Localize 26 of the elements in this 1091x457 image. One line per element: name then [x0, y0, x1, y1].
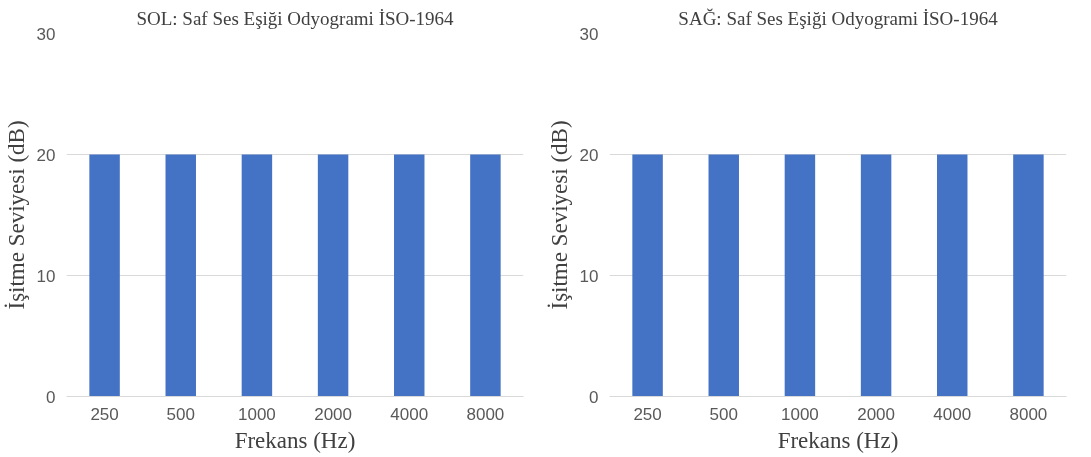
- y-tick-label: 30: [36, 24, 56, 44]
- x-tick-label: 8000: [466, 404, 505, 424]
- chart-title: SAĞ: Saf Ses Eşiği Odyogrami İSO-1964: [678, 7, 999, 29]
- y-tick-label: 0: [46, 387, 56, 407]
- y-tick-label: 0: [589, 387, 599, 407]
- y-tick-label: 10: [36, 266, 56, 286]
- x-tick-label: 4000: [390, 404, 429, 424]
- x-tick-label: 1000: [781, 404, 819, 424]
- x-tick-label: 500: [166, 404, 195, 424]
- x-axis-title: Frekans (Hz): [234, 427, 356, 453]
- x-tick-label: 4000: [933, 404, 972, 424]
- x-tick-label: 8000: [1009, 404, 1048, 424]
- x-tick-label: 500: [709, 404, 738, 424]
- x-axis-title: Frekans (Hz): [777, 427, 899, 453]
- y-tick-label: 10: [579, 266, 599, 286]
- y-axis-title: İşitme Seviyesi (dB): [546, 120, 572, 310]
- x-tick-label: 250: [90, 404, 119, 424]
- x-tick-label: 1000: [238, 404, 276, 424]
- x-tick-label: 250: [633, 404, 662, 424]
- y-axis-title: İşitme Seviyesi (dB): [3, 120, 29, 310]
- chart-title: SOL: Saf Ses Eşiği Odyogrami İSO-1964: [136, 7, 455, 29]
- y-tick-label: 30: [579, 24, 599, 44]
- y-tick-label: 20: [579, 145, 599, 165]
- x-tick-label: 2000: [857, 404, 895, 424]
- x-tick-label: 2000: [314, 404, 352, 424]
- y-tick-label: 20: [36, 145, 56, 165]
